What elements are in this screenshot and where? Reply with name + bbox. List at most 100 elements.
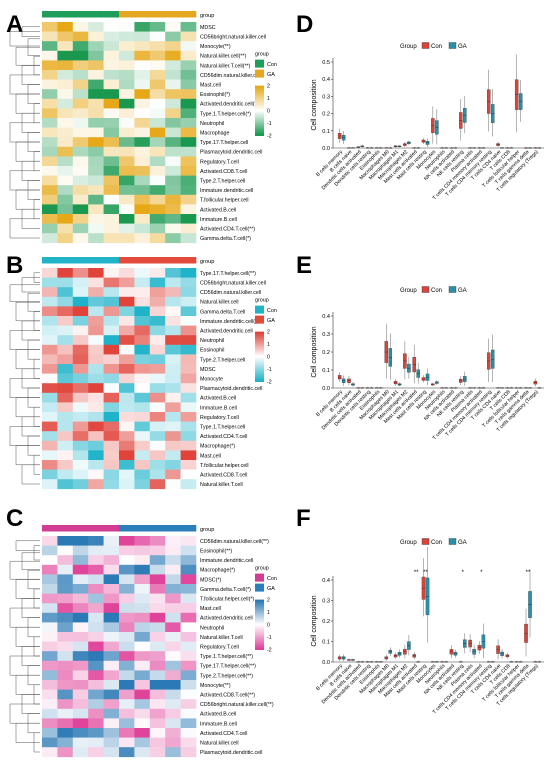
scale-step [255, 359, 264, 362]
heatmap-cell [165, 204, 181, 215]
heatmap-cell [165, 536, 181, 546]
heatmap-cell [57, 555, 74, 566]
heatmap-cell [57, 268, 74, 278]
heatmap-cell [103, 335, 120, 346]
heatmap-cell [57, 670, 74, 681]
heatmap-cell [134, 22, 151, 32]
y-tick-label: 0.0 [322, 660, 330, 666]
heatmap-cell [149, 373, 166, 384]
heatmap-cell [72, 545, 89, 556]
row-label: Activated.dendritic.cell [200, 616, 253, 622]
heatmap-cell [72, 651, 89, 662]
heatmap-cell [119, 670, 135, 681]
legend-swatch [255, 69, 264, 78]
heatmap-cell [134, 41, 151, 52]
scale-step [255, 113, 264, 116]
scale-step [255, 129, 264, 132]
heatmap-cell [42, 233, 58, 244]
heatmap-cell [180, 287, 197, 298]
heatmap-cell [42, 98, 58, 109]
heatmap-cell [88, 373, 104, 384]
heatmap-cell [180, 402, 197, 413]
heatmap-cell [149, 651, 166, 662]
heatmap-cell [88, 431, 104, 442]
heatmap-cell [149, 584, 166, 594]
heatmap-cell [134, 680, 151, 690]
heatmap-cell [57, 79, 74, 90]
row-label: CD56bright.natural.killer.cell(**) [200, 702, 274, 708]
heatmap-cell [103, 670, 120, 681]
scale-step [255, 121, 264, 124]
scale-step [255, 607, 264, 610]
scale-step [255, 133, 264, 136]
heatmap-cell [57, 612, 74, 623]
heatmap-cell [88, 593, 104, 604]
scale-step [255, 365, 264, 368]
heatmap-cell [180, 545, 197, 556]
heatmap-cell [42, 344, 58, 355]
heatmap-cell [72, 402, 89, 413]
heatmap-cell [165, 31, 181, 42]
heatmap-cell [57, 584, 74, 594]
heatmap-cell [103, 728, 120, 738]
heatmap-cell [42, 708, 58, 719]
scale-step [255, 605, 264, 608]
scale-step [255, 101, 264, 104]
scale-step [255, 631, 264, 634]
heatmap-cell [134, 194, 151, 205]
group-annotation-cell [57, 525, 74, 532]
scale-tick: -2 [267, 134, 272, 140]
heatmap-cell [134, 593, 151, 604]
heatmap-cell [103, 127, 120, 138]
heatmap-cell [72, 670, 89, 681]
legend-swatch [255, 59, 264, 68]
scale-tick: 1 [267, 96, 270, 102]
heatmap-cell [72, 108, 89, 119]
heatmap-cell [149, 660, 166, 671]
heatmap-cell [134, 460, 151, 470]
legend-label: Con [267, 308, 277, 314]
scale-step [255, 91, 264, 94]
heatmap-cell [149, 22, 166, 32]
heatmap-cell [57, 364, 74, 374]
heatmap-cell [180, 89, 197, 100]
heatmap-cell [180, 392, 197, 403]
group-annotation-cell [103, 257, 120, 264]
heatmap-cell [88, 277, 104, 288]
heatmap-cell [134, 670, 151, 681]
heatmap-cell [180, 70, 197, 80]
row-label: Neutrophil [200, 625, 224, 631]
heatmap-cell [57, 479, 74, 490]
scale-tick: 0 [267, 109, 270, 115]
heatmap-cell [119, 50, 135, 61]
heatmap-cell [103, 632, 120, 642]
heatmap-cell [72, 70, 89, 80]
heatmap-cell [180, 728, 197, 738]
heatmap-cell [180, 651, 197, 662]
heatmap-cell [88, 460, 104, 470]
heatmap-cell [165, 718, 181, 729]
heatmap-cell [149, 268, 166, 278]
heatmap-cell [42, 364, 58, 374]
heatmap-cell [180, 412, 197, 422]
row-label: CD56dim.natural.killer.cell(**) [200, 539, 269, 545]
heatmap-cell [119, 728, 135, 738]
heatmap-cell [103, 364, 120, 374]
heatmap-cell [88, 268, 104, 278]
heatmap-cell [149, 137, 166, 148]
row-label: Type.17.T.helper.cell(**) [200, 664, 256, 670]
heatmap-cell [165, 593, 181, 604]
heatmap-cell [119, 204, 135, 215]
heatmap-cell [42, 564, 58, 575]
heatmap-cell [119, 392, 135, 403]
heatmap-cell [103, 296, 120, 307]
heatmap-cell [103, 50, 120, 61]
heatmap-cell [57, 127, 74, 138]
heatmap-cell [42, 268, 58, 278]
heatmap-cell [119, 98, 135, 109]
heatmap-cell [42, 593, 58, 604]
y-tick-label: 0.5 [322, 60, 330, 66]
heatmap-cell [57, 137, 74, 148]
heatmap-cell [180, 204, 197, 215]
heatmap-cell [103, 574, 120, 585]
